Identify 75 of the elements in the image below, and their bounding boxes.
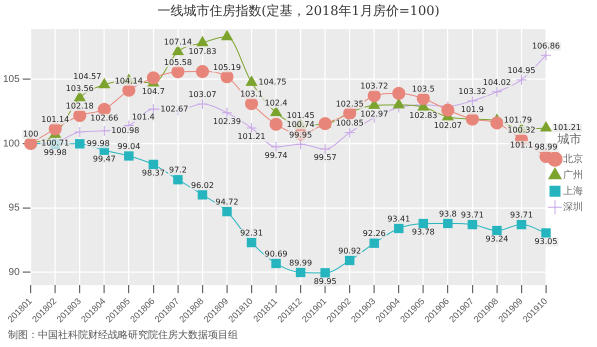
data-label: 99.98 — [86, 138, 110, 148]
data-label: 94.72 — [216, 198, 238, 207]
data-label: 101.79 — [504, 116, 532, 125]
y-tick-label: 105 — [2, 74, 20, 85]
data-label: 105.58 — [164, 58, 192, 67]
data-label: 103.07 — [188, 90, 216, 100]
data-label: 90.69 — [264, 249, 288, 258]
data-label: 93.71 — [510, 210, 533, 220]
data-label: 92.26 — [362, 229, 386, 238]
data-label: 104.7 — [142, 87, 165, 96]
data-label: 102.66 — [90, 113, 118, 122]
data-label: 104.57 — [73, 72, 102, 81]
data-label: 103.32 — [458, 86, 486, 96]
data-label: 104.75 — [258, 77, 287, 86]
data-label: 101.4 — [132, 112, 155, 122]
data-label: 98.99 — [534, 142, 558, 152]
data-label: 102.39 — [212, 116, 241, 126]
data-label: 99.57 — [314, 153, 337, 162]
data-label: 102.97 — [360, 109, 388, 118]
data-label: 97.2 — [169, 166, 187, 175]
text: 制图：中国社科院财经战略研究院住房大数据项目组 — [8, 328, 238, 342]
data-label: 93.24 — [485, 234, 508, 244]
data-label: 99.95 — [289, 130, 312, 140]
legend-label: 北京 — [563, 152, 583, 165]
data-label: 103.56 — [66, 84, 94, 93]
data-label: 106.86 — [532, 41, 560, 50]
data-label: 107.14 — [164, 38, 192, 47]
data-label: 102.4 — [264, 98, 288, 108]
data-label: 104.02 — [482, 78, 511, 87]
legend-label: 深圳 — [563, 200, 583, 213]
data-label: 103.1 — [240, 90, 263, 99]
y-tick-label: 100 — [2, 138, 20, 150]
data-label: 103.5 — [412, 84, 435, 94]
data-label: 100.74 — [286, 120, 315, 130]
data-label: 102.67 — [160, 104, 188, 114]
data-label: 107.83 — [188, 46, 216, 56]
data-label: 101.21 — [238, 132, 266, 142]
data-label: 100 — [23, 130, 38, 139]
data-label: 101.21 — [552, 123, 581, 132]
data-label: 99.04 — [117, 142, 140, 151]
data-label: 93.05 — [534, 237, 558, 246]
data-label: 93.71 — [460, 210, 484, 220]
data-label: 101.1 — [510, 140, 533, 150]
data-label: 104.14 — [114, 76, 143, 86]
data-label: 100.98 — [111, 126, 140, 136]
data-label: 99.98 — [44, 148, 67, 157]
y-tick-label: 90 — [8, 267, 20, 278]
data-label: 98.37 — [142, 168, 165, 178]
data-label: 101.9 — [460, 105, 484, 114]
data-label: 101.45 — [286, 110, 315, 120]
y-tick-label: 95 — [8, 202, 20, 214]
data-label: 100.32 — [507, 126, 536, 135]
legend-title: 城市 — [556, 132, 582, 146]
chart-title: 一线城市住房指数(定基，2018年1月房价=100) — [156, 3, 441, 20]
data-label: 103.72 — [360, 82, 388, 91]
legend-label: 广州 — [563, 168, 583, 181]
data-label: 92.31 — [240, 228, 263, 238]
data-label: 102.83 — [409, 111, 438, 120]
data-label: 102.18 — [66, 102, 94, 111]
data-label: 100.85 — [336, 118, 364, 128]
data-label: 102.35 — [336, 99, 364, 108]
data-label: 90.92 — [338, 246, 362, 256]
data-label: 93.78 — [412, 228, 435, 237]
data-label: 99.47 — [92, 154, 116, 164]
data-label: 89.95 — [314, 276, 337, 286]
data-label: 101.14 — [41, 114, 70, 124]
data-label: 93.41 — [387, 214, 410, 224]
legend-label: 上海 — [563, 184, 583, 197]
data-label: 99.74 — [264, 150, 288, 160]
data-label: 93.8 — [438, 209, 457, 218]
data-label: 104.95 — [507, 66, 536, 75]
data-label: 89.99 — [289, 258, 312, 268]
data-label: 96.02 — [191, 180, 214, 190]
data-label: 105.19 — [212, 62, 241, 72]
data-label: 102.07 — [434, 120, 462, 130]
